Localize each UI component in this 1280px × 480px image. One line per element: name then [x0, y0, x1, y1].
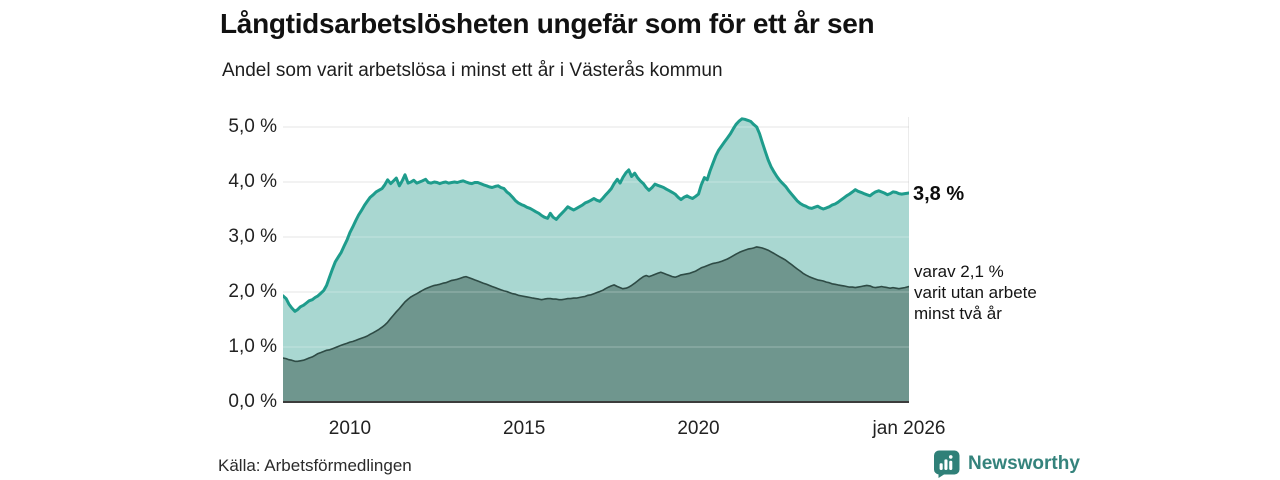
- chart-subtitle: Andel som varit arbetslösa i minst ett å…: [222, 60, 723, 81]
- x-axis-label: 2015: [503, 418, 546, 439]
- source-caption: Källa: Arbetsförmedlingen: [218, 456, 412, 475]
- bar-chart-bubble-icon: [934, 450, 960, 478]
- y-axis-label: 3,0 %: [228, 226, 277, 247]
- page-title: Långtidsarbetslösheten ungefär som för e…: [220, 8, 875, 39]
- latest-value-label: 3,8 %: [913, 183, 965, 205]
- y-axis-label: 2,0 %: [228, 281, 277, 302]
- newsworthy-wordmark: Newsworthy: [968, 453, 1080, 474]
- y-axis-label: 0,0 %: [228, 391, 277, 412]
- x-axis-label: jan 2026: [872, 418, 946, 439]
- area-chart: [283, 117, 909, 403]
- secondary-annotation: varav 2,1 % varit utan arbete minst två …: [914, 262, 1037, 323]
- plot-area: [283, 107, 909, 407]
- y-axis-label: 1,0 %: [228, 336, 277, 357]
- y-axis-label: 5,0 %: [228, 116, 277, 137]
- y-axis-label: 4,0 %: [228, 171, 277, 192]
- newsworthy-logo: Newsworthy: [934, 450, 1080, 478]
- x-axis-label: 2010: [328, 418, 372, 439]
- x-axis-label: 2020: [677, 418, 720, 439]
